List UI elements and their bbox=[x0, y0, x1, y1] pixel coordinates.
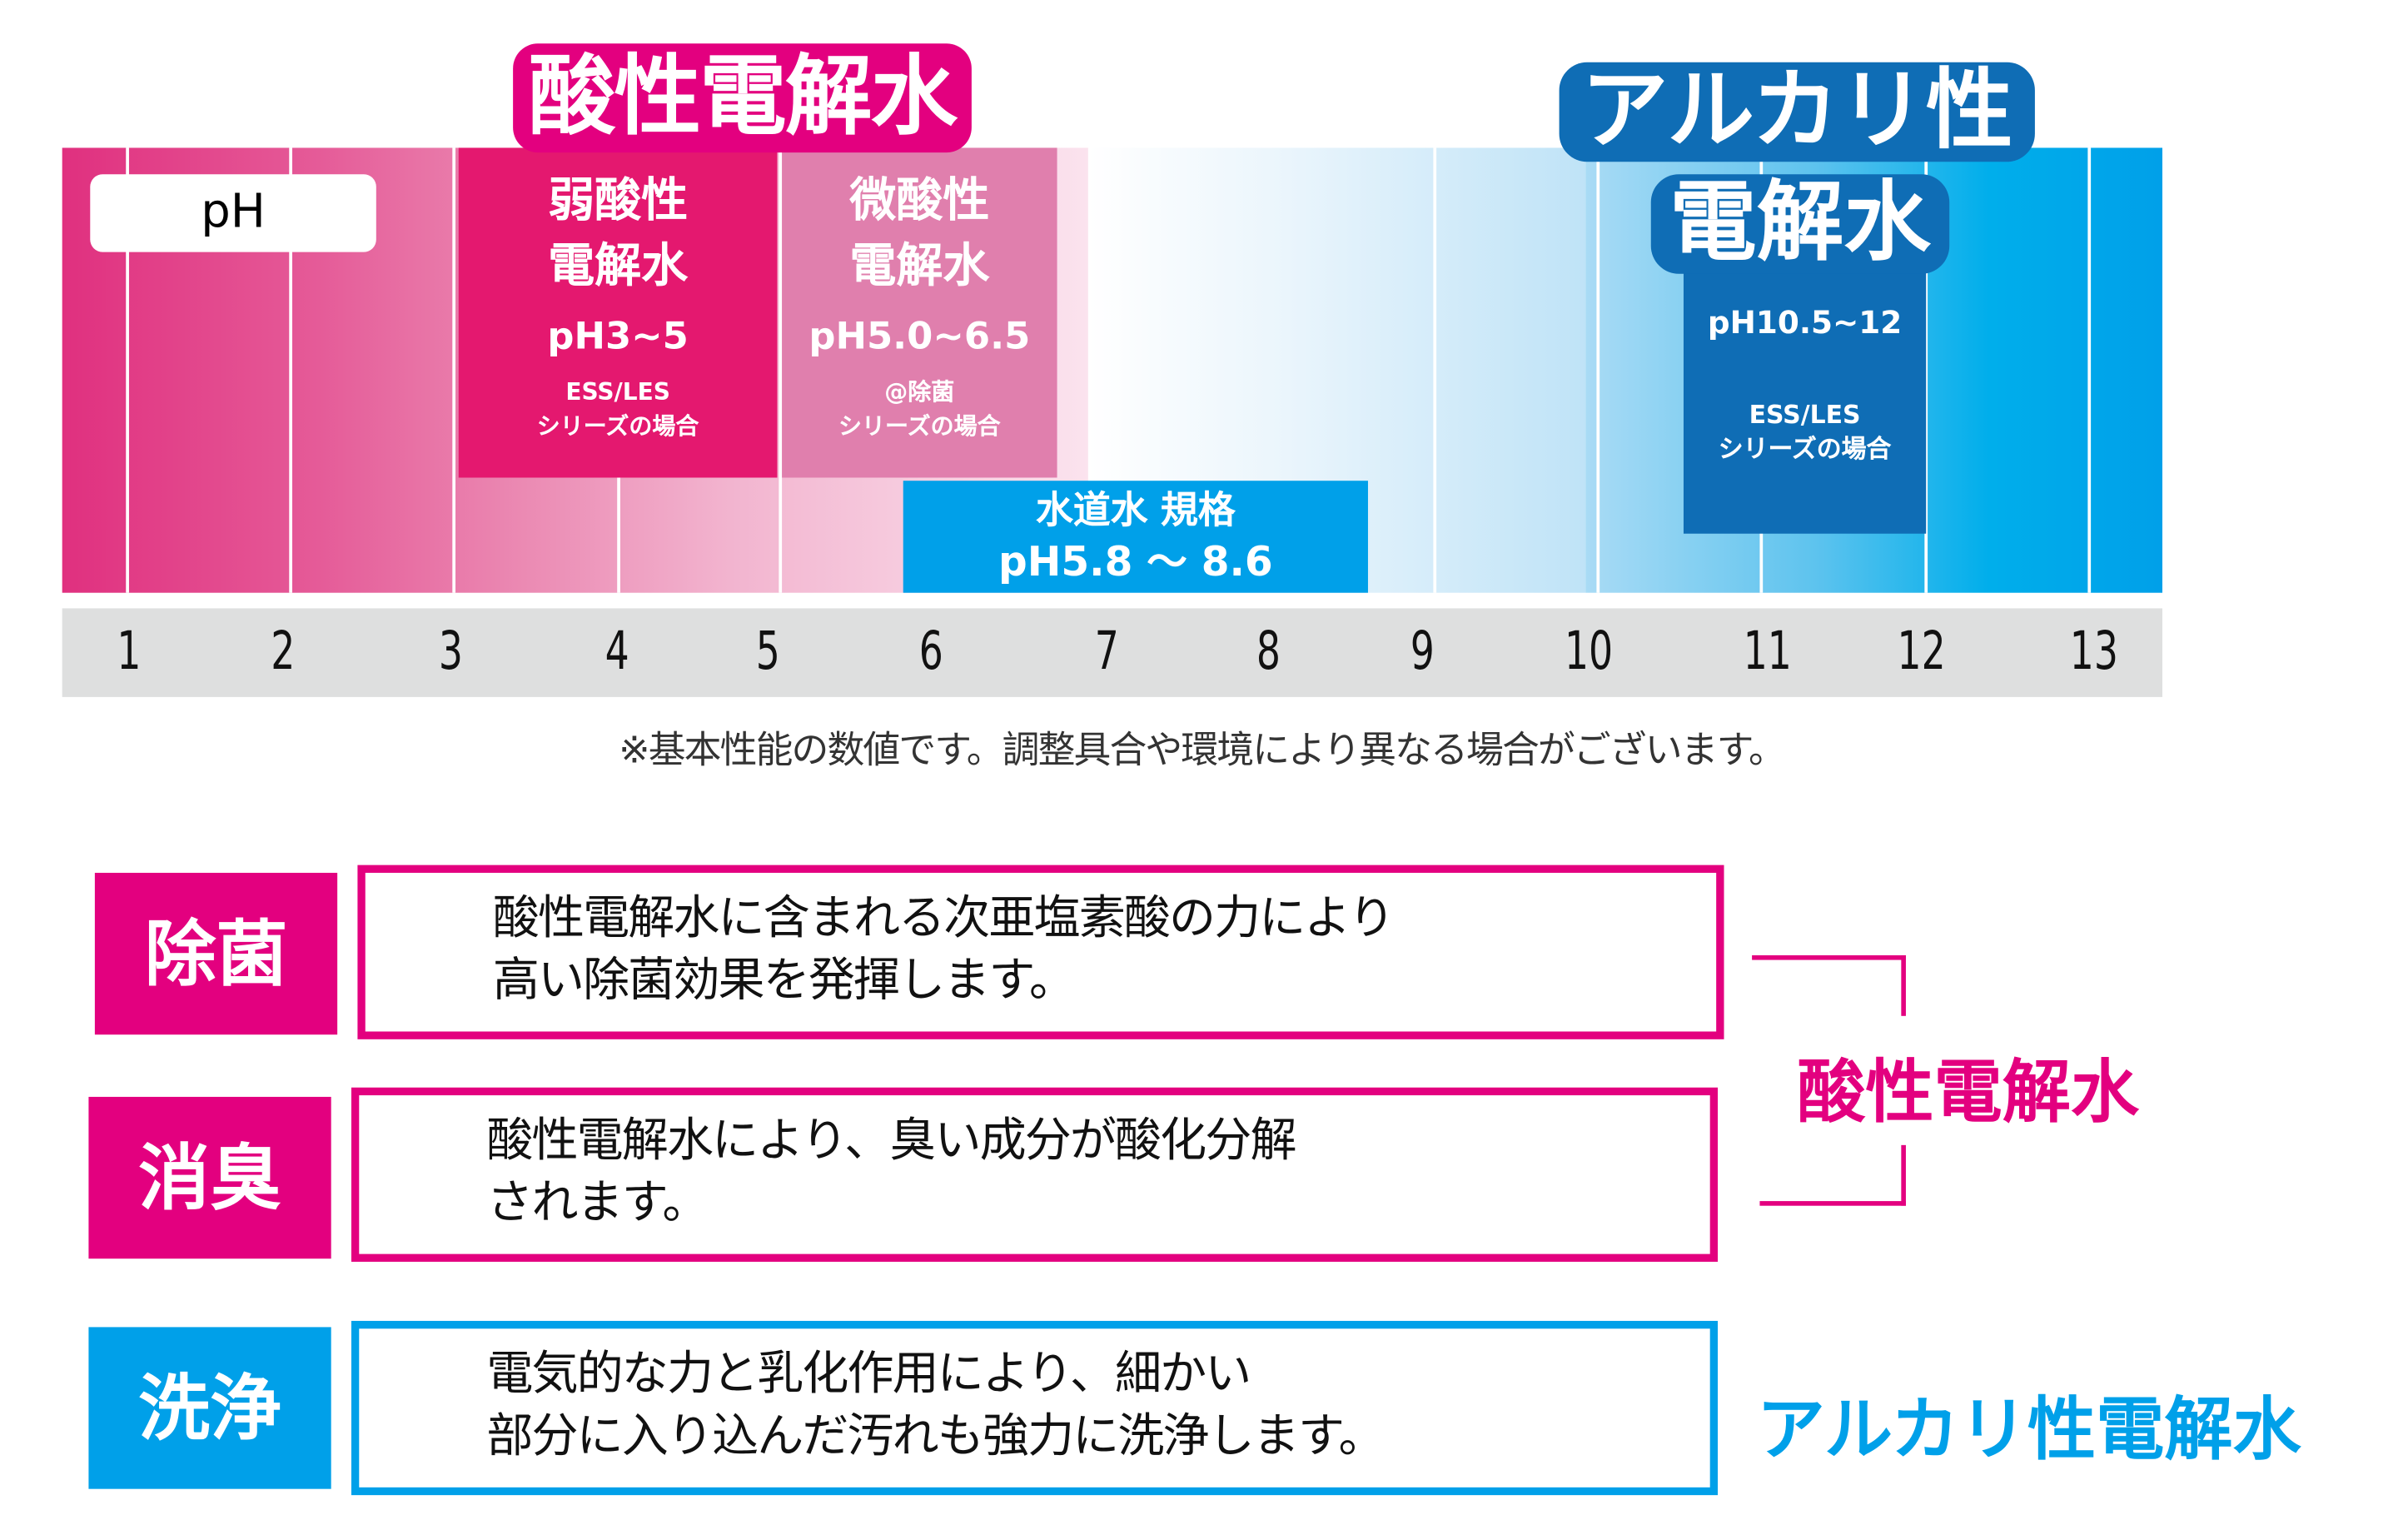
slight-acid-range: pH5.0~6.5 bbox=[808, 314, 1031, 358]
slight-acid-note-2: シリーズの場合 bbox=[838, 412, 1001, 441]
alkaline-title-line1: アルカリ性 bbox=[1559, 62, 2035, 162]
axis-tick: 11 bbox=[1743, 620, 1792, 684]
axis-tick: 9 bbox=[1410, 620, 1435, 684]
feature-desc-line: 高い除菌効果を発揮します。 bbox=[492, 954, 1076, 1009]
side-label-acid: 酸性電解水 bbox=[1797, 1053, 2139, 1133]
acid-title: 酸性電解水 bbox=[513, 43, 972, 153]
alkaline-title-line2: 電解水 bbox=[1650, 173, 1950, 274]
axis-tick: 13 bbox=[2069, 620, 2118, 684]
tap-water-range: pH5.8 ～ 8.6 bbox=[998, 540, 1273, 587]
slight-acid-cell: 微酸性 電解水 pH5.0~6.5 @除菌 シリーズの場合 bbox=[782, 147, 1057, 478]
alkaline-note: ESS/LES bbox=[1749, 400, 1861, 430]
feature-desc-line: 電気的な力と乳化作用により、細かい bbox=[486, 1347, 1251, 1403]
alkaline-range: pH10.5~12 bbox=[1707, 303, 1903, 341]
weak-acid-name: 弱酸性 bbox=[548, 174, 689, 229]
axis-tick: 6 bbox=[918, 620, 943, 684]
axis-tick: 8 bbox=[1256, 620, 1281, 684]
separator bbox=[1596, 147, 1600, 593]
tap-water-box: 水道水 規格 pH5.8 ～ 8.6 bbox=[903, 481, 1368, 593]
feature-tag-clean: 洗浄 bbox=[88, 1327, 331, 1489]
separator bbox=[1924, 147, 1928, 593]
axis-tick: 3 bbox=[438, 620, 463, 684]
alkaline-cell: pH10.5~12 ESS/LES シリーズの場合 bbox=[1683, 248, 1927, 534]
feature-desc-line: 酸性電解水により、臭い成分が酸化分解 bbox=[486, 1114, 1296, 1169]
feature-desc-deodorize: 酸性電解水により、臭い成分が酸化分解 されます。 bbox=[351, 1087, 1719, 1262]
tap-water-name: 水道水 規格 bbox=[1036, 488, 1236, 532]
bracket-top bbox=[1752, 954, 1906, 1016]
separator bbox=[289, 147, 292, 593]
axis-tick: 12 bbox=[1897, 620, 1946, 684]
slight-acid-name-2: 電解水 bbox=[849, 239, 990, 295]
feature-tag-deodorize: 消臭 bbox=[88, 1096, 331, 1259]
feature-desc-line: 酸性電解水に含まれる次亜塩素酸の力により bbox=[492, 891, 1396, 946]
feature-tag-sterilize: 除菌 bbox=[94, 872, 338, 1035]
ph-label: pH bbox=[90, 174, 376, 252]
bracket-bottom bbox=[1759, 1144, 1906, 1206]
alkaline-note-2: シリーズの場合 bbox=[1718, 434, 1892, 464]
axis-tick: 1 bbox=[117, 620, 142, 684]
separator bbox=[452, 147, 456, 593]
feature-desc-line: 部分に入り込んだ汚れも強力に洗浄します。 bbox=[486, 1409, 1385, 1464]
slight-acid-name: 微酸性 bbox=[849, 174, 990, 229]
side-label-alkaline: アルカリ性電解水 bbox=[1756, 1390, 2301, 1471]
separator bbox=[1433, 147, 1437, 593]
weak-acid-note-2: シリーズの場合 bbox=[536, 412, 699, 441]
axis-tick: 4 bbox=[604, 620, 629, 684]
separator bbox=[126, 147, 129, 593]
weak-acid-range: pH3~5 bbox=[547, 314, 689, 358]
footnote: ※基本性能の数値です。調整具合や環境により異なる場合がございます。 bbox=[619, 728, 1786, 772]
feature-desc-line: されます。 bbox=[486, 1176, 709, 1231]
axis-tick: 10 bbox=[1564, 620, 1614, 684]
axis-tick: 7 bbox=[1094, 620, 1119, 684]
ph-axis: 1 2 3 4 5 6 7 8 9 10 11 12 13 bbox=[62, 608, 2162, 697]
separator bbox=[2087, 147, 2092, 593]
separator bbox=[779, 147, 783, 593]
weak-acid-cell: 弱酸性 電解水 pH3~5 ESS/LES シリーズの場合 bbox=[458, 147, 778, 478]
weak-acid-note: ESS/LES bbox=[565, 377, 670, 406]
feature-desc-sterilize: 酸性電解水に含まれる次亜塩素酸の力により 高い除菌効果を発揮します。 bbox=[357, 865, 1724, 1039]
axis-tick: 5 bbox=[755, 620, 780, 684]
feature-desc-clean: 電気的な力と乳化作用により、細かい 部分に入り込んだ汚れも強力に洗浄します。 bbox=[351, 1320, 1719, 1496]
weak-acid-name-2: 電解水 bbox=[548, 239, 689, 295]
axis-tick: 2 bbox=[271, 620, 296, 684]
slight-acid-note: @除菌 bbox=[884, 377, 955, 406]
